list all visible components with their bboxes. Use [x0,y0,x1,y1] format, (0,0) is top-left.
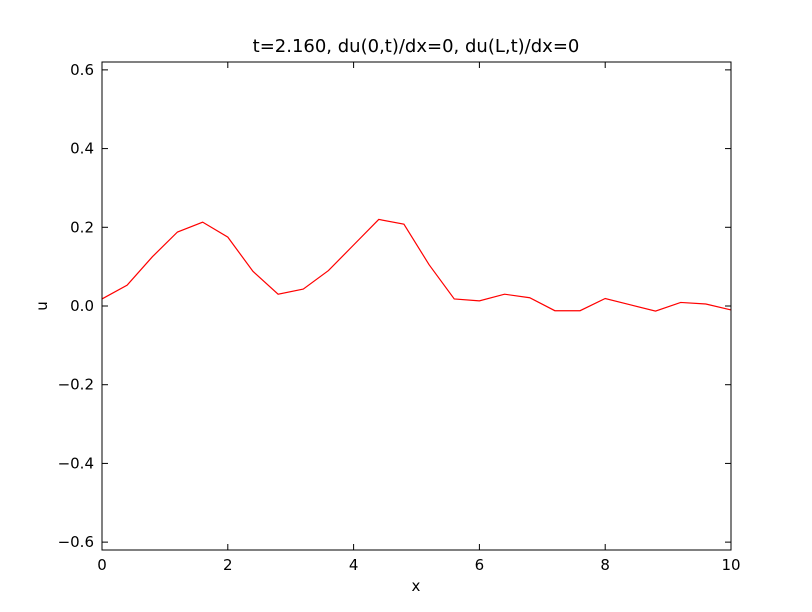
y-axis-ticks: −0.6 −0.4 −0.2 0.0 0.2 0.4 0.6 [58,61,731,551]
y-tick-label: −0.6 [58,533,94,551]
plot-area [101,218,732,312]
y-tick-label: 0.2 [70,218,94,236]
series-line-0 [101,218,732,312]
x-tick-label: 2 [223,556,233,574]
y-tick-label: −0.2 [58,376,94,394]
y-tick-label: −0.4 [58,454,94,472]
x-tick-label: 6 [475,556,485,574]
x-tick-label: 0 [97,556,107,574]
y-tick-label: 0.4 [70,140,94,158]
chart-title: t=2.160, du(0,t)/dx=0, du(L,t)/dx=0 [253,36,580,57]
x-axis-label: x [412,577,421,595]
y-axis-label: u [33,301,51,311]
plot-frame [101,61,732,551]
y-tick-label: 0.0 [70,297,94,315]
x-axis-ticks: 0 2 4 6 8 10 [97,62,741,574]
x-tick-label: 10 [721,556,740,574]
x-tick-label: 4 [349,556,359,574]
y-tick-label: 0.6 [70,61,94,79]
x-tick-label: 8 [600,556,610,574]
